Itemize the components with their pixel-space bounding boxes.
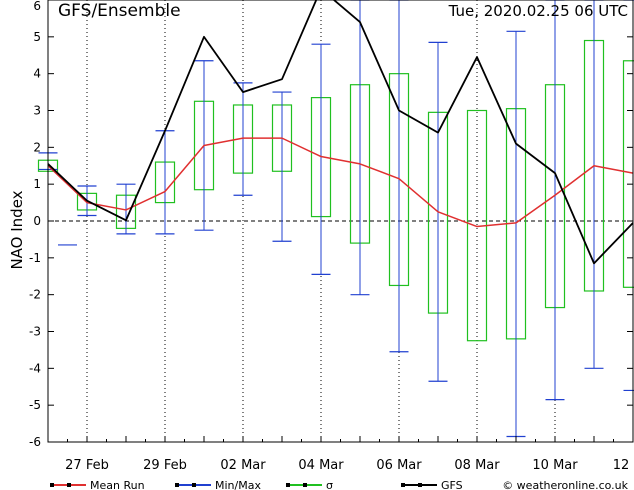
- y-tick-label: -1: [29, 251, 41, 265]
- legend-label: GFS: [441, 479, 463, 490]
- y-axis-ticks: -6 -5 -4 -3 -2 -1 0 1 2 3 4 5 6: [29, 0, 633, 449]
- y-tick-label: -6: [29, 435, 41, 449]
- y-axis-label: NAO Index: [8, 190, 26, 269]
- legend-swatch-marker: [192, 483, 196, 487]
- legend-swatch-marker: [286, 483, 290, 487]
- y-tick-label: 5: [33, 30, 41, 44]
- legend-swatch-marker: [401, 483, 405, 487]
- x-tick-label: 29 Feb: [143, 458, 187, 473]
- legend-swatch-marker: [50, 483, 54, 487]
- series-lines: [47, 0, 634, 265]
- legend-swatch-marker: [303, 483, 307, 487]
- y-tick-label: 6: [33, 0, 41, 13]
- series-line-gfs: [47, 0, 634, 265]
- y-tick-label: 4: [33, 67, 41, 81]
- x-tick-label: 06 Mar: [376, 458, 422, 473]
- y-tick-label: 2: [33, 140, 41, 154]
- legend-swatch-marker: [418, 483, 422, 487]
- sigma-boxes: [37, 39, 634, 342]
- y-tick-label: -5: [29, 398, 41, 412]
- y-tick-label: -4: [29, 361, 41, 375]
- legend-label: Min/Max: [215, 479, 261, 490]
- legend-label: σ: [326, 479, 333, 490]
- x-axis-ticks: 27 Feb 29 Feb 02 Mar 04 Mar 06 Mar 08 Mar 10 M…: [47, 436, 634, 473]
- legend-swatch-marker: [175, 483, 179, 487]
- x-tick-label: 04 Mar: [298, 458, 344, 473]
- y-tick-label: -3: [29, 325, 41, 339]
- y-tick-label: -2: [29, 288, 41, 302]
- series-line-mean-run: [47, 137, 634, 228]
- run-timestamp: Tue, 2020.02.25 06 UTC: [448, 2, 628, 20]
- legend: Mean Run Min/Max σ GFS: [50, 479, 463, 490]
- chart-title: GFS/Ensemble: [58, 1, 181, 21]
- legend-label: Mean Run: [90, 479, 145, 490]
- x-tick-label: 10 Mar: [532, 458, 578, 473]
- x-tick-label: 12: [613, 458, 630, 473]
- x-tick-label: 08 Mar: [454, 458, 500, 473]
- x-tick-label: 27 Feb: [65, 458, 109, 473]
- y-tick-label: 3: [33, 104, 41, 118]
- sigma-box: [622, 60, 634, 288]
- y-tick-label: 0: [33, 214, 41, 228]
- legend-swatch-marker: [67, 483, 71, 487]
- credit-text: © weatheronline.co.uk: [502, 479, 628, 490]
- x-tick-label: 02 Mar: [220, 458, 266, 473]
- y-tick-label: 1: [33, 177, 41, 191]
